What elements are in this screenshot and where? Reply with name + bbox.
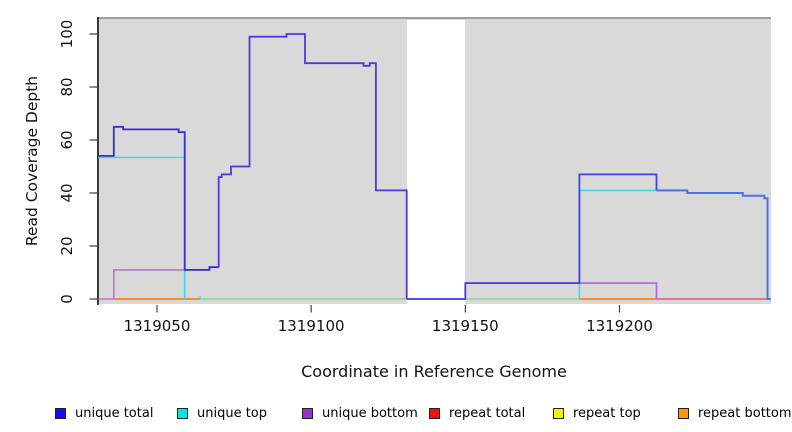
coverage-gap-band	[406, 19, 466, 304]
y-tick-label: 60	[58, 130, 76, 150]
legend-item-unique-bottom: unique bottom	[302, 404, 418, 422]
y-tick-label: 100	[58, 19, 76, 49]
y-tick-label: 40	[58, 183, 76, 203]
legend-label: repeat top	[573, 405, 641, 421]
legend-label: repeat bottom	[698, 405, 792, 421]
legend-swatch-icon	[302, 407, 313, 419]
y-tick-label: 0	[58, 294, 76, 304]
x-tick-label: 1319100	[277, 317, 345, 335]
legend-item-unique-top: unique top	[177, 404, 267, 422]
legend-item-repeat-bottom: repeat bottom	[678, 404, 792, 422]
legend-item-repeat-total: repeat total	[429, 404, 525, 422]
legend-swatch-icon	[429, 407, 440, 419]
legend-swatch-icon	[678, 407, 689, 419]
legend-swatch-icon	[55, 407, 66, 419]
x-tick-label: 1319200	[586, 317, 653, 335]
legend-label: unique top	[197, 405, 268, 421]
x-axis-title: Coordinate in Reference Genome	[301, 362, 567, 381]
legend-label: unique bottom	[322, 405, 418, 421]
legend-label: unique total	[75, 405, 154, 421]
legend-label: repeat total	[449, 405, 526, 421]
legend-swatch-icon	[553, 407, 564, 419]
y-tick-label: 20	[58, 236, 76, 256]
legend-item-unique-total: unique total	[55, 404, 153, 422]
x-tick-label: 1319150	[431, 317, 499, 335]
y-axis-line	[97, 17, 99, 305]
y-axis-title: Read Coverage Depth	[23, 75, 41, 247]
legend: unique total unique top unique bottom repea…	[0, 400, 792, 424]
legend-swatch-icon	[177, 407, 188, 419]
legend-item-repeat-top: repeat top	[553, 404, 641, 422]
y-tick-label: 80	[58, 77, 76, 97]
x-tick-label: 1319050	[123, 317, 191, 335]
